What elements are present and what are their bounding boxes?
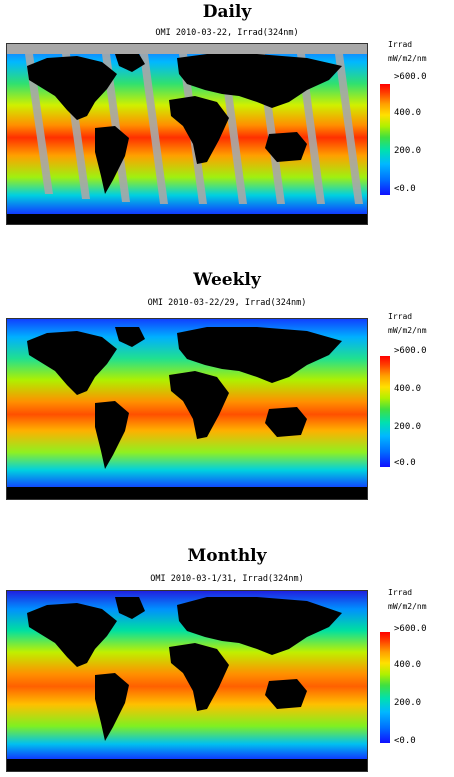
colorbar-tick-label: >600.0: [394, 624, 427, 634]
panel-heading: Weekly: [193, 270, 261, 290]
colorbar-tick-label: <0.0: [394, 184, 416, 194]
panel-heading: Daily: [202, 2, 252, 22]
panel-subtitle: OMI 2010-03-22, Irrad(324nm): [155, 28, 299, 38]
colorbar-tick-label: >600.0: [394, 346, 427, 356]
panel-subtitle: OMI 2010-03-1/31, Irrad(324nm): [150, 574, 304, 584]
irradiance-map-daily: [6, 43, 368, 225]
colorbar-tick-label: 400.0: [394, 384, 422, 394]
irradiance-map-weekly: [6, 318, 368, 500]
irradiance-map-monthly: [6, 590, 368, 772]
colorbar-tick-label: <0.0: [394, 458, 416, 468]
legend-title: Irrad: [388, 312, 413, 321]
legend-title: Irrad: [388, 588, 413, 597]
colorbar-tick-label: 200.0: [394, 422, 422, 432]
legend-units: mW/m2/nm: [388, 54, 427, 63]
colorbar-tick-label: 200.0: [394, 146, 422, 156]
colorbar-tick-label: <0.0: [394, 736, 416, 746]
legend-units: mW/m2/nm: [388, 326, 427, 335]
colorbar: [380, 84, 390, 195]
legend-title: Irrad: [388, 40, 413, 49]
panel-heading: Monthly: [187, 546, 267, 566]
colorbar-tick-label: >600.0: [394, 72, 427, 82]
legend-units: mW/m2/nm: [388, 602, 427, 611]
colorbar-tick-label: 200.0: [394, 698, 422, 708]
colorbar: [380, 356, 390, 467]
panel-subtitle: OMI 2010-03-22/29, Irrad(324nm): [147, 298, 307, 308]
colorbar-tick-label: 400.0: [394, 108, 422, 118]
colorbar-tick-label: 400.0: [394, 660, 422, 670]
colorbar: [380, 632, 390, 743]
